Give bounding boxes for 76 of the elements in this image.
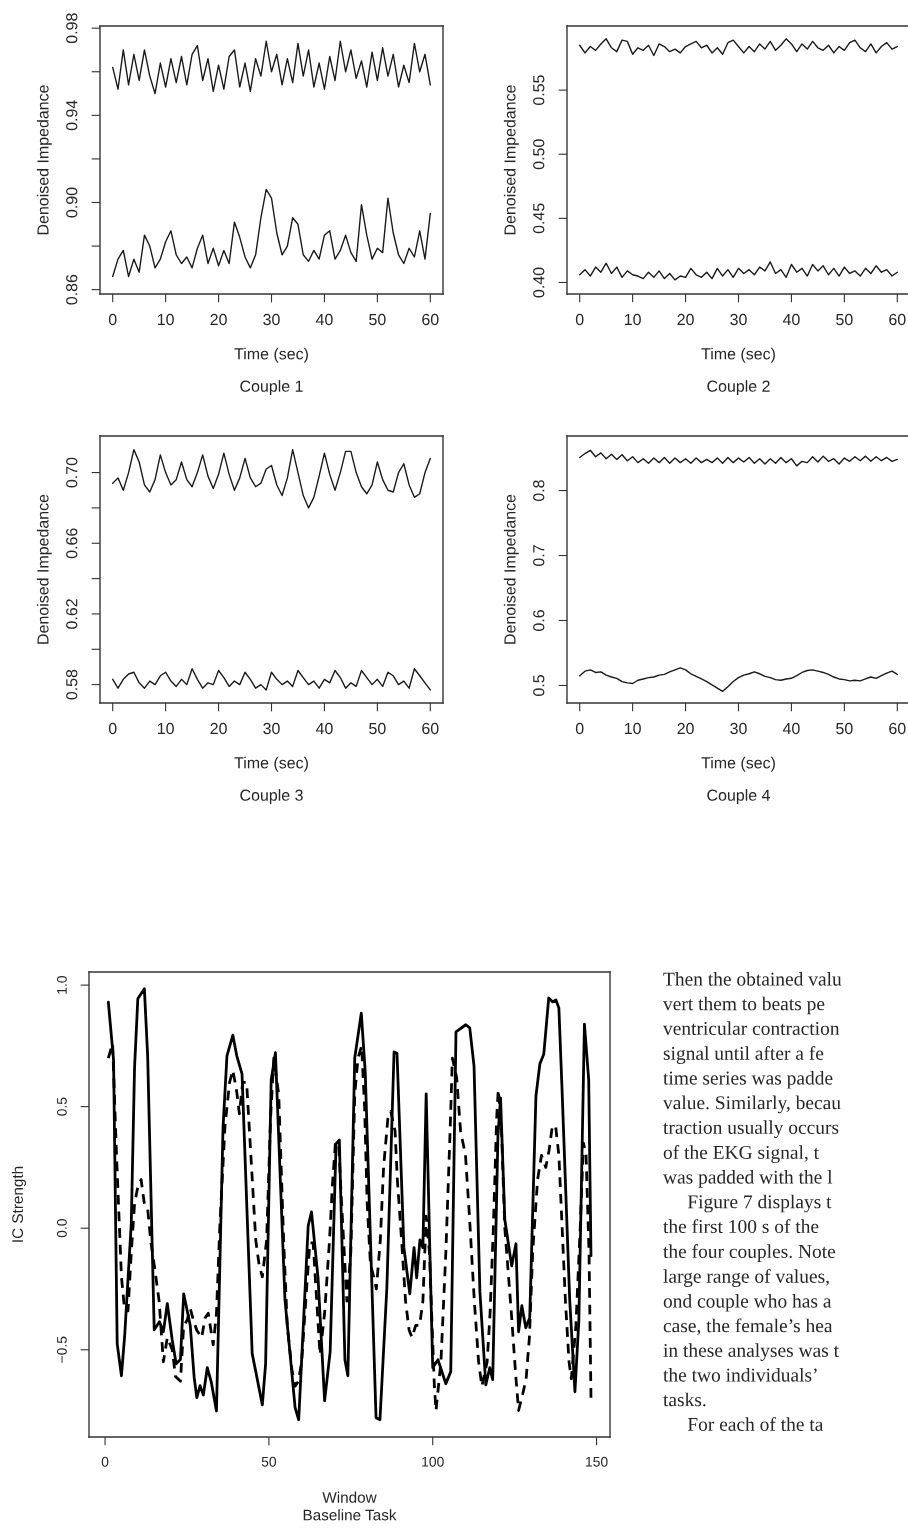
x-tick-label: 60 <box>889 313 906 326</box>
y-axis-title: Denoised Impedance <box>36 494 52 644</box>
y-tick-label: 0.86 <box>66 274 78 305</box>
x-tick-label: 40 <box>315 722 333 735</box>
x-tick-label: 100 <box>422 1456 444 1467</box>
x-tick-label: 30 <box>263 722 280 735</box>
y-tick-label: 0.5 <box>56 1097 67 1116</box>
text: Couple 3 <box>240 789 303 804</box>
x-tick-label: 10 <box>624 313 641 326</box>
x-tick-label: 40 <box>782 722 800 735</box>
y-axis-title: Denoised Impedance <box>503 494 519 644</box>
text: Then the obtained valu vert them to beats pe ventricular contraction signal until after a fe time series was padde value. Similarly, becau traction usually occurs of the EKG signal, t was padded with the l Figure 7 displays t the first 100 s of the the four couples. Note large range of values, ond couple who has a case, the female’s hea in these analyses was t the two individuals’ tasks. For each of the ta <box>663 972 842 1431</box>
line-series <box>112 40 431 95</box>
y-axis-title: Denoised Impedance <box>503 85 519 235</box>
x-tick-label: 20 <box>210 722 227 735</box>
y-tick-label: 0.50 <box>533 139 545 170</box>
x-tick-label: 10 <box>157 722 174 735</box>
x-tick-label: 30 <box>263 313 280 326</box>
x-tick-label: 30 <box>730 722 747 735</box>
line-series <box>112 448 431 509</box>
x-tick-label: 30 <box>730 313 747 326</box>
line-series <box>112 188 431 278</box>
x-axis-title: Window <box>322 1491 377 1503</box>
x-tick-label: 50 <box>261 1456 277 1467</box>
line-series <box>579 449 898 467</box>
text: Baseline Task <box>303 1509 397 1521</box>
x-tick-label: 60 <box>889 722 906 735</box>
line-series <box>579 38 898 57</box>
x-axis-title: Time (sec) <box>701 347 775 363</box>
text: Couple 4 <box>707 789 770 804</box>
y-tick-label: 0.7 <box>533 545 545 567</box>
y-tick-label: 0.55 <box>533 75 545 106</box>
y-tick-label: 0.94 <box>66 100 78 131</box>
x-tick-label: 40 <box>782 313 800 326</box>
x-tick-label: 0 <box>108 313 117 326</box>
x-tick-label: 10 <box>157 313 174 326</box>
y-tick-label: 1.0 <box>56 976 67 994</box>
text: Couple 1 <box>240 380 303 395</box>
text: Couple 2 <box>707 380 770 395</box>
line-series <box>579 261 898 281</box>
x-tick-label: 0 <box>575 722 584 735</box>
x-tick-label: 50 <box>369 313 386 326</box>
y-tick-label: 0.66 <box>66 528 78 559</box>
x-tick-label: 0 <box>101 1456 109 1467</box>
y-tick-label: 0.6 <box>533 610 545 631</box>
line-series <box>579 667 898 693</box>
x-axis-title: Time (sec) <box>234 347 308 363</box>
x-tick-label: 150 <box>586 1456 608 1467</box>
y-tick-label: 0.58 <box>66 669 78 700</box>
x-tick-label: 40 <box>315 313 333 326</box>
x-tick-label: 0 <box>108 722 117 735</box>
x-axis-title: Time (sec) <box>234 756 308 772</box>
y-tick-label: 0.98 <box>66 13 78 44</box>
y-tick-label: 0.70 <box>66 457 78 488</box>
x-tick-label: 50 <box>369 722 386 735</box>
x-tick-label: 20 <box>677 313 694 326</box>
line-series <box>112 668 431 691</box>
x-tick-label: 60 <box>422 313 439 326</box>
y-axis-title: IC Strength <box>11 1166 27 1242</box>
y-tick-label: 0.0 <box>56 1219 67 1238</box>
x-tick-label: 50 <box>836 722 853 735</box>
x-tick-label: 0 <box>575 313 584 326</box>
x-tick-label: 20 <box>677 722 694 735</box>
y-tick-label: 0.8 <box>533 480 545 502</box>
y-tick-label: 0.40 <box>533 267 545 298</box>
x-tick-label: 10 <box>624 722 641 735</box>
x-tick-label: 20 <box>210 313 227 326</box>
y-tick-label: 0.5 <box>533 675 545 696</box>
x-tick-label: 60 <box>422 722 439 735</box>
x-tick-label: 50 <box>836 313 853 326</box>
x-axis-title: Time (sec) <box>701 756 775 772</box>
y-tick-label: 0.45 <box>533 203 545 234</box>
y-tick-label: 0.90 <box>66 187 78 218</box>
y-tick-label: −0.5 <box>56 1336 67 1363</box>
y-axis-title: Denoised Impedance <box>36 85 52 235</box>
y-tick-label: 0.62 <box>66 599 78 629</box>
